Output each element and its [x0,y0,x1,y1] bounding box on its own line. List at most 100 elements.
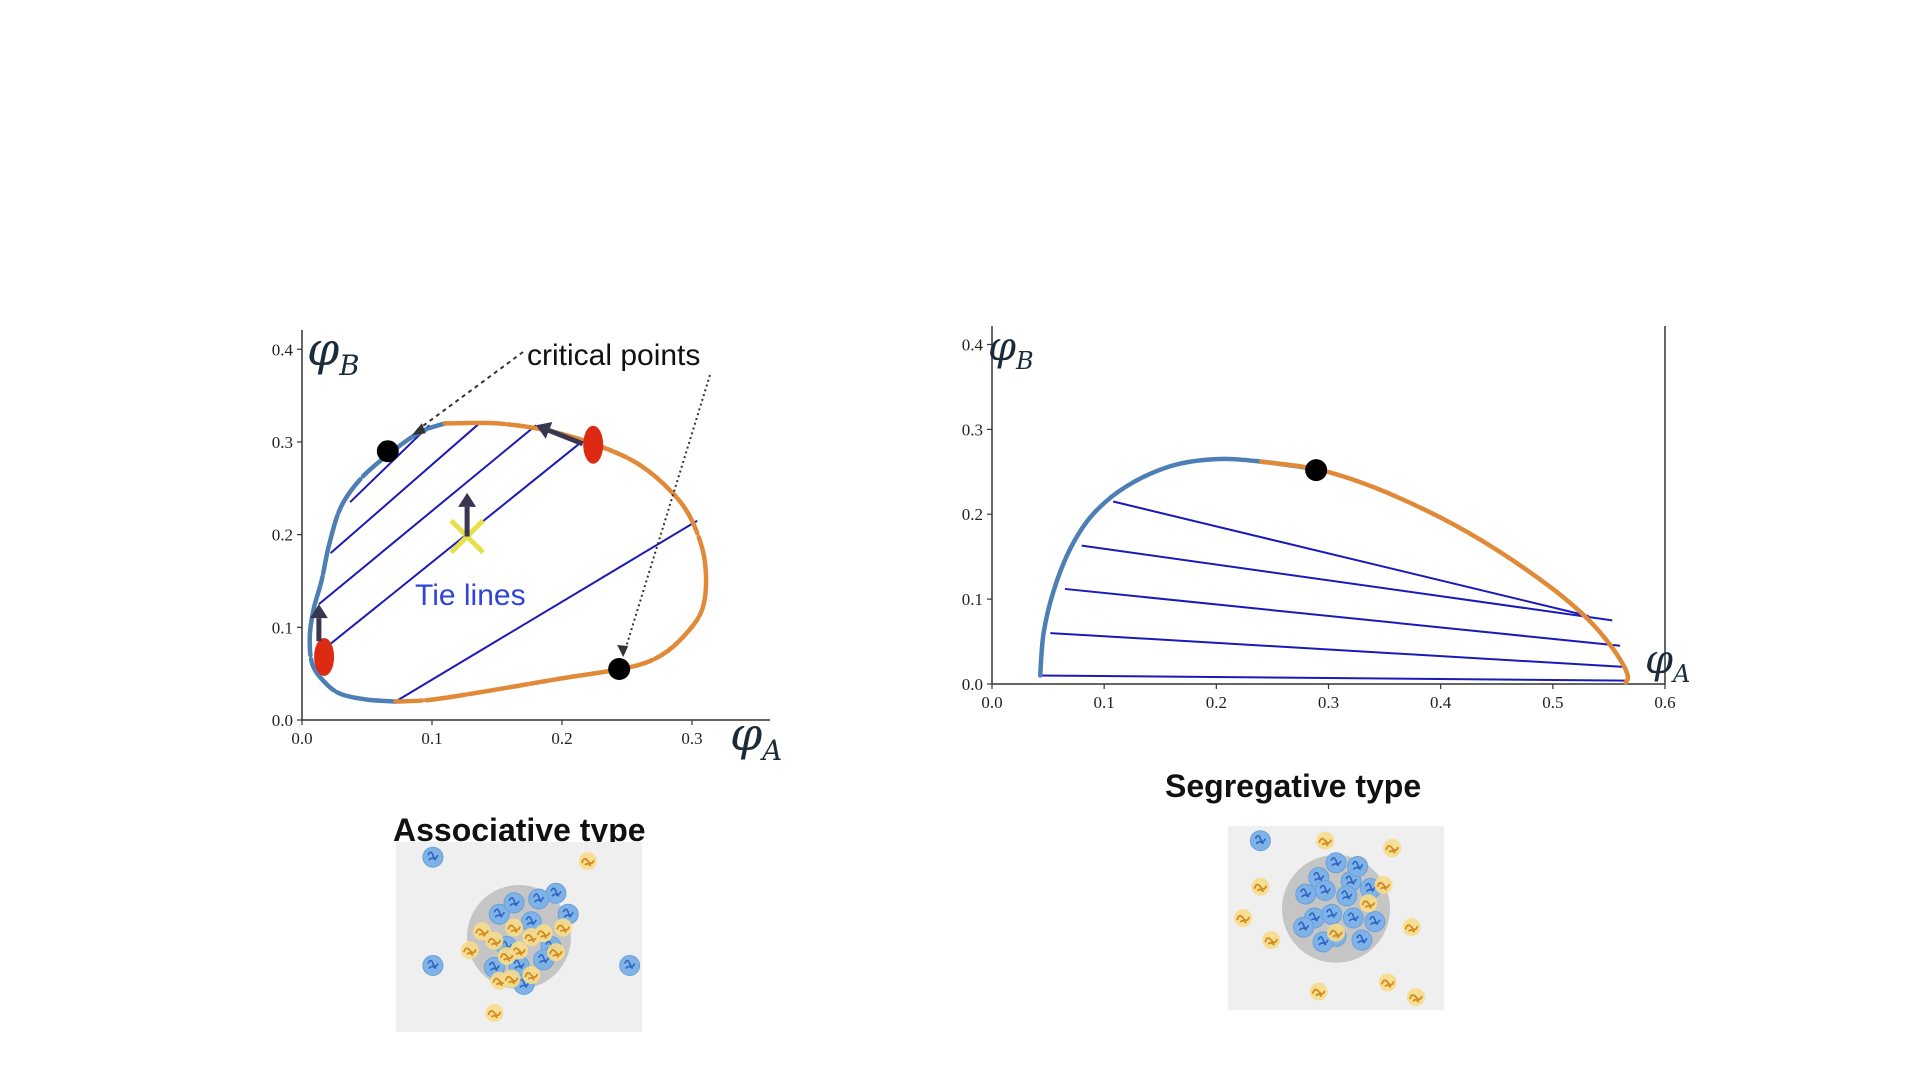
yellow-molecule [1383,839,1402,858]
blue-molecule-chain [1300,888,1312,898]
yellow-molecule-chain [556,924,571,934]
tie-line [1040,674,1627,682]
tie-line [1064,587,1621,647]
blue-molecule-chain [1356,934,1368,944]
segregative-caption: Segregative type [1165,768,1422,804]
yellow-molecule-chain [1409,994,1423,1003]
blue-molecule-chain [508,897,520,907]
y-tick-label: 0.1 [272,618,293,637]
yellow-molecule [1262,931,1281,950]
yellow-molecule [1316,831,1335,850]
associative-illustration [396,842,642,1032]
yellow-molecule [1402,918,1421,937]
x-tick-label: 0.3 [1318,693,1339,712]
blue-molecule-chain [493,908,506,918]
yellow-molecule-chain [504,975,519,985]
yellow-molecule-chain [1253,883,1268,893]
yellow-molecule [1406,988,1425,1007]
x-tick-label: 0.1 [1094,693,1115,712]
tie-line [1050,632,1626,669]
x-axis-title: φA [1645,637,1690,688]
x-tick-label: 0.4 [1430,693,1452,712]
segregative-illustration [1228,826,1444,1010]
blue-molecule [1312,931,1334,953]
y-tick-label: 0.2 [962,505,983,524]
yellow-molecule [473,922,492,941]
x-tick-label: 0.1 [421,729,442,748]
yellow-molecule-chain [1236,915,1250,924]
y-tick-label: 0.0 [272,711,293,730]
blue-molecule-chain [550,887,562,897]
blue-molecule-chain [1319,884,1331,894]
tie-lines-label: Tie lines [415,579,526,612]
yellow-molecule-chain [499,953,514,962]
x-tick-label: 0.3 [681,729,702,748]
yellow-molecule-chain [507,924,521,934]
tie-line [327,441,583,647]
tie-line [395,519,698,703]
critical-leader-1-head [411,423,426,436]
segregative-chart: 0.0 0.1 0.2 0.3 0.4 0.5 0.6 0.0 0.1 0.2 0.3 0.4 φB φA [930,320,1710,740]
blue-molecule-chain [1317,936,1329,946]
critical-leader-1 [415,351,524,433]
blue-molecule [422,846,444,868]
yellow-molecule [1378,973,1397,992]
blue-molecule-chain [513,959,525,970]
x-tick-label: 0.5 [1542,693,1563,712]
tie-line [329,420,483,554]
yellow-molecule-chain [1361,900,1376,909]
associative-phase-diagram: 0.0 0.1 0.2 0.3 0.0 0.1 0.2 0.3 0.4 φB φA critical … [272,322,782,767]
y-tick-label: 0.4 [962,335,984,354]
tie-line [318,424,537,605]
blue-molecule [1295,883,1317,905]
binodal-dilute-branch [1037,456,1320,678]
y-tick-label: 0.0 [962,675,983,694]
binodal-dense-branch [393,420,709,704]
blue-molecule-chain [1341,890,1353,900]
blue-molecule-chain [1254,834,1267,845]
yellow-molecule [1251,877,1270,896]
yellow-molecule-chain [1385,845,1400,854]
yellow-molecule-chain [1264,937,1279,946]
tie-line [349,424,431,503]
shift-arrow-head [309,604,328,619]
blue-molecule-chain [537,954,550,964]
blue-molecule [1321,903,1343,925]
blue-molecule-chain [623,959,636,970]
shift-arrow-head [458,492,477,507]
shift-arrow [458,492,477,537]
yellow-molecule [497,947,516,965]
tie-line [1081,544,1613,622]
yellow-molecule-chain [1329,929,1343,939]
shift-arrow [309,604,328,642]
blue-molecule [1325,852,1347,874]
yellow-molecule-chain [487,937,502,947]
yellow-molecule [522,966,541,984]
yellow-molecule-chain [1404,924,1419,933]
blue-molecule-chain [1345,875,1357,885]
blue-molecule [503,892,525,914]
yellow-molecule [502,969,521,988]
blue-molecule-chain [1330,857,1342,867]
blue-molecule [619,955,641,976]
blue-molecule-chain [427,851,439,861]
critical-points-label: critical points [527,339,700,372]
blue-molecule-chain [1313,871,1325,882]
yellow-molecule [578,852,597,870]
blue-molecule-chain [1351,860,1364,871]
blue-molecule-chain [562,908,574,918]
phase-point [583,425,604,464]
yellow-molecule-chain [1376,881,1391,891]
y-tick-label: 0.4 [272,340,294,359]
yellow-molecule-chain [1380,979,1395,988]
yellow-molecule-chain [1311,988,1326,998]
phase-point [314,637,335,676]
blue-molecule-chain [532,893,545,903]
critical-point [608,658,631,681]
yellow-molecule-chain [581,858,595,867]
associative-droplet-image [422,846,641,1022]
critical-point [376,440,399,463]
blue-molecule [1336,885,1358,907]
blue-molecule-chain [1364,882,1377,893]
shift-arrow-head [536,422,553,439]
